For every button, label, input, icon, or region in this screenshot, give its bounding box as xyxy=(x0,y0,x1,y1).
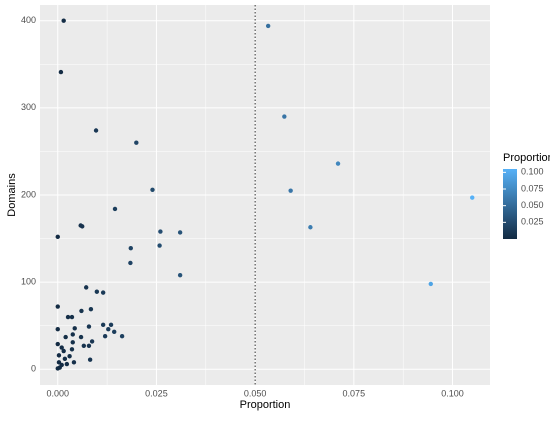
point xyxy=(56,360,62,365)
colorbar-label: 0.075 xyxy=(521,183,544,193)
point xyxy=(428,281,433,287)
y-axis-title: Domains xyxy=(6,173,18,217)
point xyxy=(128,260,133,266)
point xyxy=(69,314,75,320)
point xyxy=(150,187,155,192)
point xyxy=(56,353,62,358)
y-tick-label: 200 xyxy=(21,189,36,199)
point xyxy=(177,272,183,278)
point xyxy=(63,334,68,340)
point xyxy=(308,225,313,230)
x-tick-label: 0.075 xyxy=(343,388,366,398)
point xyxy=(83,285,89,290)
x-tick-label: 0.025 xyxy=(145,388,168,398)
y-tick-label: 100 xyxy=(21,277,36,287)
point xyxy=(100,322,106,328)
point xyxy=(102,333,108,339)
point xyxy=(55,341,60,347)
point xyxy=(80,224,85,229)
point xyxy=(157,243,162,248)
point xyxy=(79,308,84,314)
point xyxy=(72,326,77,331)
point xyxy=(65,314,71,320)
colorbar xyxy=(503,169,517,239)
point xyxy=(86,343,92,348)
point xyxy=(89,339,95,344)
point xyxy=(134,140,139,145)
point xyxy=(470,195,475,200)
point xyxy=(108,322,114,328)
x-tick-label: 0.050 xyxy=(244,388,267,398)
point xyxy=(55,366,60,371)
y-tick-label: 400 xyxy=(21,15,36,25)
x-tick-label: 0.000 xyxy=(46,388,69,398)
point xyxy=(265,23,271,29)
point xyxy=(106,327,111,332)
colorbar-label: 0.100 xyxy=(521,167,544,177)
point xyxy=(64,361,70,367)
point xyxy=(87,357,93,362)
point xyxy=(67,354,72,359)
point xyxy=(70,332,75,337)
point xyxy=(55,234,60,240)
point xyxy=(61,18,66,23)
point xyxy=(177,230,183,235)
legend-title: Proportion xyxy=(503,152,550,164)
point xyxy=(69,347,75,352)
y-tick-label: 300 xyxy=(21,102,36,112)
point xyxy=(59,345,64,350)
point xyxy=(55,304,60,309)
point xyxy=(78,334,84,340)
point xyxy=(61,348,66,354)
point xyxy=(94,289,100,294)
point xyxy=(88,306,94,312)
x-tick-label: 0.100 xyxy=(441,388,464,398)
point xyxy=(55,327,60,332)
colorbar-label: 0.025 xyxy=(521,217,544,227)
point xyxy=(62,356,68,362)
point xyxy=(112,329,117,335)
x-axis-title: Proportion xyxy=(240,399,291,411)
point xyxy=(81,343,87,348)
colorbar-label: 0.050 xyxy=(521,200,544,210)
point xyxy=(128,245,133,251)
point xyxy=(70,340,75,345)
point xyxy=(86,324,92,329)
point xyxy=(158,229,163,234)
point xyxy=(100,290,106,295)
point xyxy=(112,206,118,212)
point xyxy=(93,128,99,133)
point xyxy=(58,69,64,75)
point xyxy=(119,333,125,339)
point xyxy=(282,114,287,119)
point xyxy=(335,161,341,166)
point xyxy=(288,188,293,193)
point xyxy=(71,360,77,365)
y-tick-label: 0 xyxy=(31,364,36,374)
